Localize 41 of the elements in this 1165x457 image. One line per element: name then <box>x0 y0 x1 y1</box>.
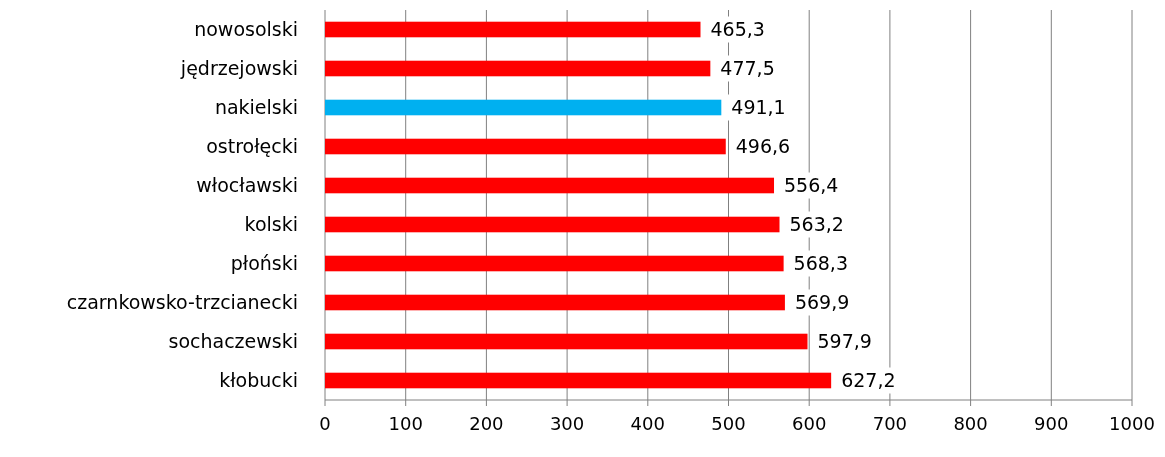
y-tick-label: kłobucki <box>219 369 298 392</box>
y-tick-label: płoński <box>230 252 298 275</box>
bar <box>325 99 722 116</box>
data-label: 597,9 <box>817 330 872 353</box>
x-tick-label: 300 <box>549 413 585 434</box>
bar <box>325 177 775 194</box>
x-tick-label: 1000 <box>1109 413 1155 434</box>
bar <box>325 255 784 272</box>
data-label: 563,2 <box>789 213 844 236</box>
x-tick-label: 500 <box>711 413 746 434</box>
bar <box>325 333 808 350</box>
y-tick-label: włocławski <box>196 174 298 197</box>
y-tick-label: nakielski <box>214 96 298 119</box>
y-tick-label: nowosolski <box>194 18 298 41</box>
data-label: 568,3 <box>793 252 849 275</box>
data-label: 627,2 <box>841 369 896 392</box>
bar <box>325 216 780 233</box>
data-label: 556,4 <box>784 174 839 197</box>
x-tick-label: 200 <box>469 413 504 434</box>
y-tick-label: ostrołęcki <box>206 135 298 158</box>
bar <box>325 21 701 38</box>
x-tick-label: 900 <box>1034 413 1069 434</box>
x-tick-label: 700 <box>872 413 908 434</box>
bar <box>325 372 832 389</box>
y-tick-label: kolski <box>244 213 298 236</box>
bar <box>325 138 726 155</box>
y-tick-label: czarnkowsko-trzcianecki <box>66 291 298 314</box>
x-tick-label: 800 <box>953 413 988 434</box>
data-label: 465,3 <box>710 18 765 41</box>
data-label: 477,5 <box>720 57 775 80</box>
data-label: 569,9 <box>794 291 850 314</box>
data-label: 491,1 <box>731 96 786 119</box>
x-tick-label: 100 <box>388 413 423 434</box>
x-tick-label: 0 <box>319 413 331 434</box>
y-tick-label: jędrzejowski <box>179 57 298 80</box>
x-tick-label: 600 <box>792 413 827 434</box>
bar <box>325 294 785 311</box>
y-tick-label: sochaczewski <box>168 330 298 353</box>
x-tick-label: 400 <box>630 413 665 434</box>
data-label: 496,6 <box>735 135 791 158</box>
bar <box>325 60 711 77</box>
